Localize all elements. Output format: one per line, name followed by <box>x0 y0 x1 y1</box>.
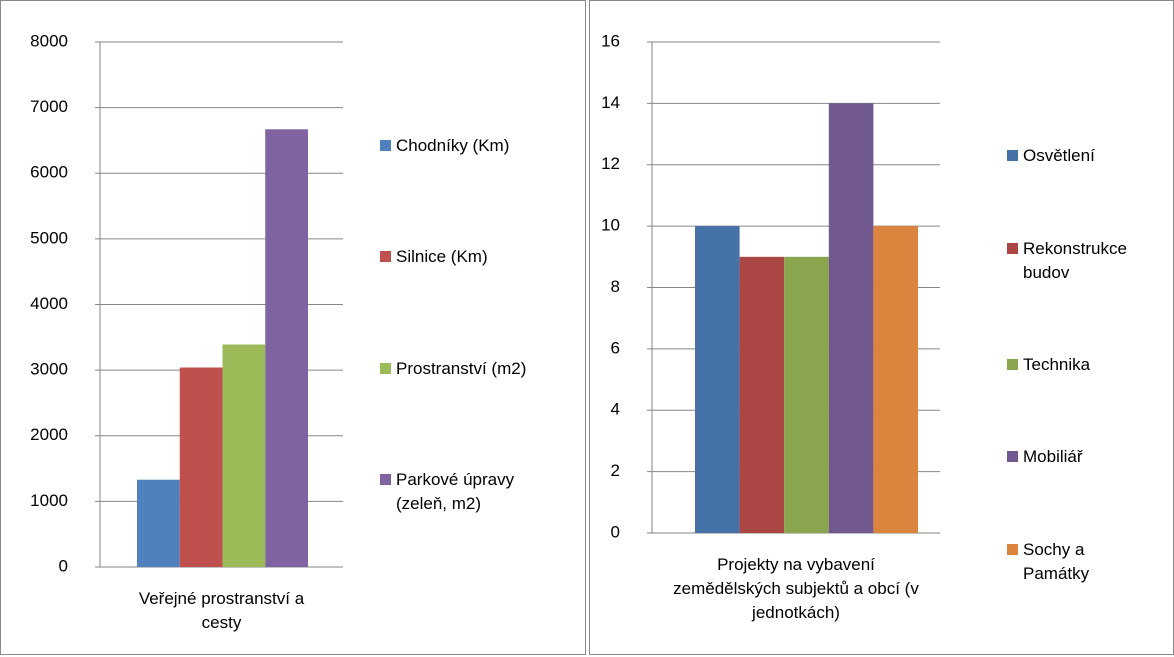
bar <box>873 226 918 533</box>
y-tick-label: 14 <box>601 93 620 112</box>
bar <box>222 344 266 567</box>
y-tick-label: 3000 <box>30 360 68 379</box>
chart-panel <box>0 0 586 655</box>
y-tick-label: 5000 <box>30 228 68 247</box>
legend-swatch <box>1007 242 1018 254</box>
bar <box>179 367 223 567</box>
y-tick-label: 0 <box>59 556 68 575</box>
legend-swatch <box>1007 358 1018 370</box>
bar <box>784 256 829 533</box>
y-tick-label: 10 <box>601 216 620 235</box>
y-tick-label: 1000 <box>30 491 68 510</box>
legend-label: Chodníky (Km) <box>396 135 510 155</box>
legend-label: Rekonstrukce budov <box>1023 238 1127 282</box>
legend-entry: Prostranství (m2) <box>380 357 565 381</box>
y-tick-label: 12 <box>601 154 620 173</box>
legend-label: Silnice (Km) <box>396 247 488 267</box>
legend-label: Osvětlení <box>1023 146 1095 166</box>
y-tick-label: 8 <box>611 277 620 296</box>
legend: Chodníky (Km) Silnice (Km) Prostranství (m… <box>380 90 565 560</box>
legend-swatch <box>1007 150 1018 162</box>
legend-label: Technika <box>1023 354 1091 374</box>
bar <box>265 129 308 567</box>
legend-label: Parkové úpravy (zeleň, m2) <box>396 470 515 514</box>
y-tick-label: 6 <box>611 338 620 357</box>
legend-swatch <box>380 251 391 263</box>
legend-swatch <box>380 474 391 486</box>
y-tick-label: 2000 <box>30 425 68 444</box>
legend-swatch <box>1007 543 1018 555</box>
legend: Osvětlení Rekonstrukce budov Technika Mobil… <box>1007 110 1147 620</box>
legend-entry: Rekonstrukce budov <box>1007 237 1147 285</box>
y-tick-label: 2 <box>611 461 620 480</box>
legend-label: Mobiliář <box>1023 447 1083 467</box>
legend-swatch <box>1007 451 1018 463</box>
legend-entry: Parkové úpravy (zeleň, m2) <box>380 468 565 516</box>
bar <box>739 256 785 533</box>
y-tick-label: 7000 <box>30 97 68 116</box>
y-tick-label: 4000 <box>30 294 68 313</box>
legend-entry: Technika <box>1007 353 1147 377</box>
legend-entry: Chodníky (Km) <box>380 134 565 158</box>
y-tick-label: 4 <box>611 400 620 419</box>
y-tick-label: 0 <box>611 522 620 541</box>
legend-entry: Mobiliář <box>1007 445 1147 469</box>
legend-label: Sochy a Památky <box>1023 539 1090 583</box>
x-tick-label: Veřejné prostranství a cesty <box>138 589 305 632</box>
y-tick-label: 8000 <box>30 31 68 50</box>
legend-entry: Silnice (Km) <box>380 245 565 269</box>
bar <box>695 226 740 533</box>
bar <box>828 103 874 533</box>
y-tick-label: 16 <box>601 31 620 50</box>
legend-entry: Sochy a Památky <box>1007 538 1147 586</box>
y-tick-label: 6000 <box>30 163 68 182</box>
bar <box>137 479 180 567</box>
legend-swatch <box>380 362 391 374</box>
legend-swatch <box>380 139 391 151</box>
legend-label: Prostranství (m2) <box>396 358 527 378</box>
x-tick-label: Projekty na vybavení zemědělských subjek… <box>673 555 919 622</box>
legend-entry: Osvětlení <box>1007 144 1147 168</box>
